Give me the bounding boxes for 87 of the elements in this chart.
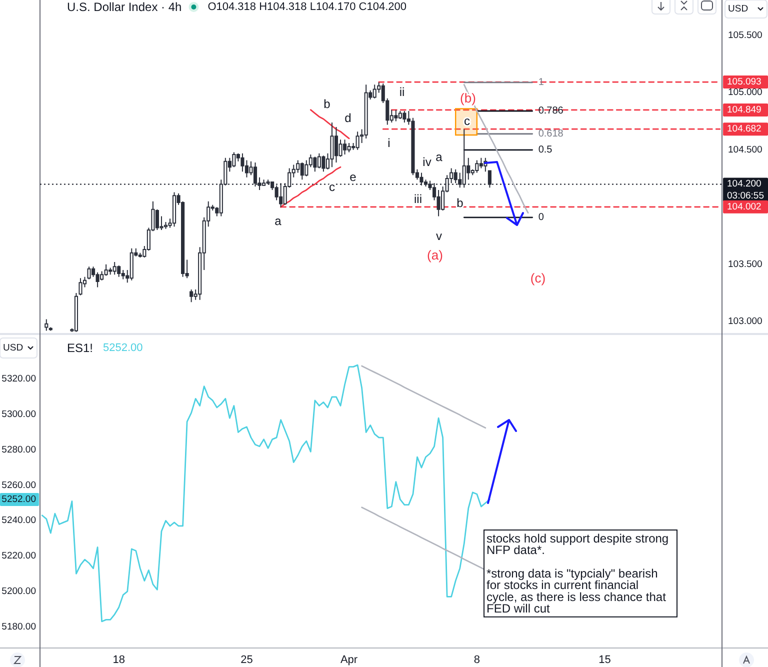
series-label: 104.002 xyxy=(727,201,762,212)
text: 5252.00 xyxy=(103,342,143,354)
candlestick xyxy=(172,192,176,228)
candlestick xyxy=(253,162,258,188)
annotation: b xyxy=(324,97,331,111)
chart-subtitle: O104.318 H104.318 L104.170 C104.200 xyxy=(208,1,406,13)
candlestick xyxy=(334,126,338,163)
candlestick xyxy=(394,109,398,122)
candlestick xyxy=(44,318,48,332)
annotation: (c) xyxy=(530,270,546,286)
x-tick-label: 18 xyxy=(112,654,125,666)
candlestick xyxy=(232,152,236,168)
chart-title: U.S. Dollar Index · 4h xyxy=(67,0,182,14)
y-tick-label: 105.000 xyxy=(728,87,762,98)
candlestick xyxy=(190,289,194,303)
annotation: iii xyxy=(414,192,422,206)
annotation: d xyxy=(344,111,352,125)
candlestick xyxy=(479,157,483,169)
candlestick xyxy=(364,84,368,139)
candlestick xyxy=(74,292,78,332)
candlestick xyxy=(279,182,283,208)
candlestick xyxy=(78,278,82,296)
annotation: iv xyxy=(422,155,432,169)
y-tick-label: 5220.00 xyxy=(2,550,36,562)
line-series xyxy=(361,365,486,429)
annotation: a xyxy=(436,150,443,164)
candlestick xyxy=(462,128,466,188)
series-label: 0.618 xyxy=(538,128,564,140)
candlestick xyxy=(112,262,116,276)
y-tick-label: 105.500 xyxy=(728,30,762,41)
annotation: ii xyxy=(399,85,405,99)
line-series xyxy=(361,506,486,571)
annotation: c xyxy=(329,180,335,194)
candlestick xyxy=(402,110,406,123)
candlestick xyxy=(121,270,125,280)
candlestick xyxy=(347,142,351,153)
candlestick xyxy=(130,248,134,281)
annotation: e xyxy=(350,170,357,184)
x-tick-label: 8 xyxy=(474,654,480,666)
y-tick-label: 5300.00 xyxy=(2,409,36,420)
annotation: i xyxy=(388,136,390,150)
x-tick-label: 25 xyxy=(240,654,253,666)
series-label: 0.5 xyxy=(538,144,553,156)
candlestick xyxy=(104,264,108,276)
y-tick-label: 5280.00 xyxy=(2,444,36,456)
annotation: stocks hold support despite strong NFP data*. *strong data is "typcialy" bearish for stocks in current financial cycle, as there is less chance that FED will cut xyxy=(486,531,669,616)
y-tick-label: 5180.00 xyxy=(2,621,36,632)
legend-label: 104.682 xyxy=(727,124,762,135)
line-series xyxy=(310,109,350,140)
y-tick-label: 103.000 xyxy=(728,316,762,328)
annotation: (b) xyxy=(460,90,476,106)
annotation: v xyxy=(436,229,442,243)
candlestick xyxy=(420,172,424,186)
ref-line-label: 104.200 03:06:55 xyxy=(727,178,764,202)
y-tick-label: 5240.00 xyxy=(2,515,36,526)
candlestick xyxy=(48,326,52,332)
y-axis-title: USD xyxy=(728,4,748,14)
y-tick-label: 104.500 xyxy=(728,144,762,156)
candlestick xyxy=(342,139,347,155)
series-label: 105.093 xyxy=(727,76,762,88)
candlestick xyxy=(475,160,479,174)
x-tick-label: 15 xyxy=(598,654,611,666)
text: ES1! xyxy=(67,341,94,355)
y-axis-title: USD xyxy=(3,342,24,354)
y-tick-label: 5200.00 xyxy=(2,586,36,597)
y-tick-label: 5260.00 xyxy=(2,480,36,491)
series-label: 104.849 xyxy=(727,104,762,116)
annotation: b xyxy=(456,196,464,210)
x-tick-label: Apr xyxy=(340,654,358,666)
annotation: c xyxy=(464,114,470,128)
candlestick xyxy=(313,156,317,172)
y-tick-label: 5320.00 xyxy=(2,374,36,385)
candlestick xyxy=(330,122,334,168)
candlestick xyxy=(372,84,376,99)
candlestick xyxy=(356,131,360,150)
candlestick xyxy=(398,110,402,120)
candlestick xyxy=(317,152,321,169)
y-tick-label: 103.500 xyxy=(728,258,762,270)
annotation: a xyxy=(274,214,282,228)
text: 5252.00 xyxy=(2,494,36,505)
candlestick xyxy=(117,264,121,278)
candlestick xyxy=(300,162,304,180)
candlestick xyxy=(322,155,326,172)
annotation: (a) xyxy=(427,248,443,262)
candlestick xyxy=(488,170,492,188)
series-label: 0 xyxy=(538,212,544,223)
candlestick xyxy=(454,168,458,184)
